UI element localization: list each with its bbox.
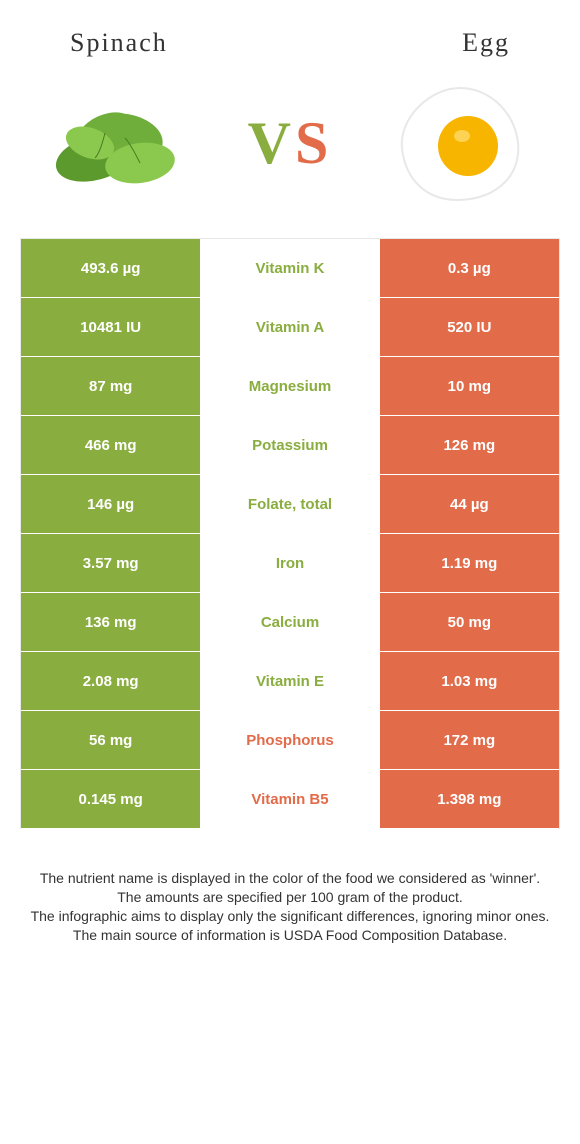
value-right: 10 mg bbox=[380, 357, 559, 415]
table-row: 136 mgCalcium50 mg bbox=[21, 593, 559, 652]
value-right: 50 mg bbox=[380, 593, 559, 651]
nutrient-name: Vitamin B5 bbox=[200, 770, 379, 828]
spinach-image bbox=[40, 78, 200, 208]
value-right: 1.03 mg bbox=[380, 652, 559, 710]
value-left: 146 µg bbox=[21, 475, 200, 533]
nutrient-name: Vitamin A bbox=[200, 298, 379, 356]
title-left: Spinach bbox=[70, 28, 168, 58]
value-right: 0.3 µg bbox=[380, 239, 559, 297]
value-left: 87 mg bbox=[21, 357, 200, 415]
value-left: 493.6 µg bbox=[21, 239, 200, 297]
value-right: 44 µg bbox=[380, 475, 559, 533]
value-right: 1.398 mg bbox=[380, 770, 559, 828]
images-row: VS bbox=[0, 58, 580, 218]
value-left: 0.145 mg bbox=[21, 770, 200, 828]
value-right: 520 IU bbox=[380, 298, 559, 356]
nutrient-name: Magnesium bbox=[200, 357, 379, 415]
footer-line: The amounts are specified per 100 gram o… bbox=[30, 888, 550, 907]
value-left: 3.57 mg bbox=[21, 534, 200, 592]
table-row: 2.08 mgVitamin E1.03 mg bbox=[21, 652, 559, 711]
footer-notes: The nutrient name is displayed in the co… bbox=[0, 829, 580, 945]
nutrient-name: Phosphorus bbox=[200, 711, 379, 769]
value-left: 136 mg bbox=[21, 593, 200, 651]
value-left: 10481 IU bbox=[21, 298, 200, 356]
nutrient-name: Iron bbox=[200, 534, 379, 592]
title-right: Egg bbox=[462, 28, 510, 58]
nutrient-table: 493.6 µgVitamin K0.3 µg10481 IUVitamin A… bbox=[20, 238, 560, 829]
header-row: Spinach Egg bbox=[0, 0, 580, 58]
table-row: 493.6 µgVitamin K0.3 µg bbox=[21, 239, 559, 298]
nutrient-name: Potassium bbox=[200, 416, 379, 474]
table-row: 56 mgPhosphorus172 mg bbox=[21, 711, 559, 770]
table-row: 0.145 mgVitamin B51.398 mg bbox=[21, 770, 559, 829]
value-right: 126 mg bbox=[380, 416, 559, 474]
footer-line: The nutrient name is displayed in the co… bbox=[30, 869, 550, 888]
vs-label: VS bbox=[248, 109, 333, 178]
footer-line: The main source of information is USDA F… bbox=[30, 926, 550, 945]
value-right: 1.19 mg bbox=[380, 534, 559, 592]
nutrient-name: Calcium bbox=[200, 593, 379, 651]
nutrient-name: Vitamin E bbox=[200, 652, 379, 710]
nutrient-name: Vitamin K bbox=[200, 239, 379, 297]
table-row: 146 µgFolate, total44 µg bbox=[21, 475, 559, 534]
table-row: 87 mgMagnesium10 mg bbox=[21, 357, 559, 416]
footer-line: The infographic aims to display only the… bbox=[30, 907, 550, 926]
table-row: 3.57 mgIron1.19 mg bbox=[21, 534, 559, 593]
value-right: 172 mg bbox=[380, 711, 559, 769]
value-left: 56 mg bbox=[21, 711, 200, 769]
nutrient-name: Folate, total bbox=[200, 475, 379, 533]
egg-image bbox=[380, 78, 540, 208]
table-row: 466 mgPotassium126 mg bbox=[21, 416, 559, 475]
value-left: 466 mg bbox=[21, 416, 200, 474]
table-row: 10481 IUVitamin A520 IU bbox=[21, 298, 559, 357]
value-left: 2.08 mg bbox=[21, 652, 200, 710]
